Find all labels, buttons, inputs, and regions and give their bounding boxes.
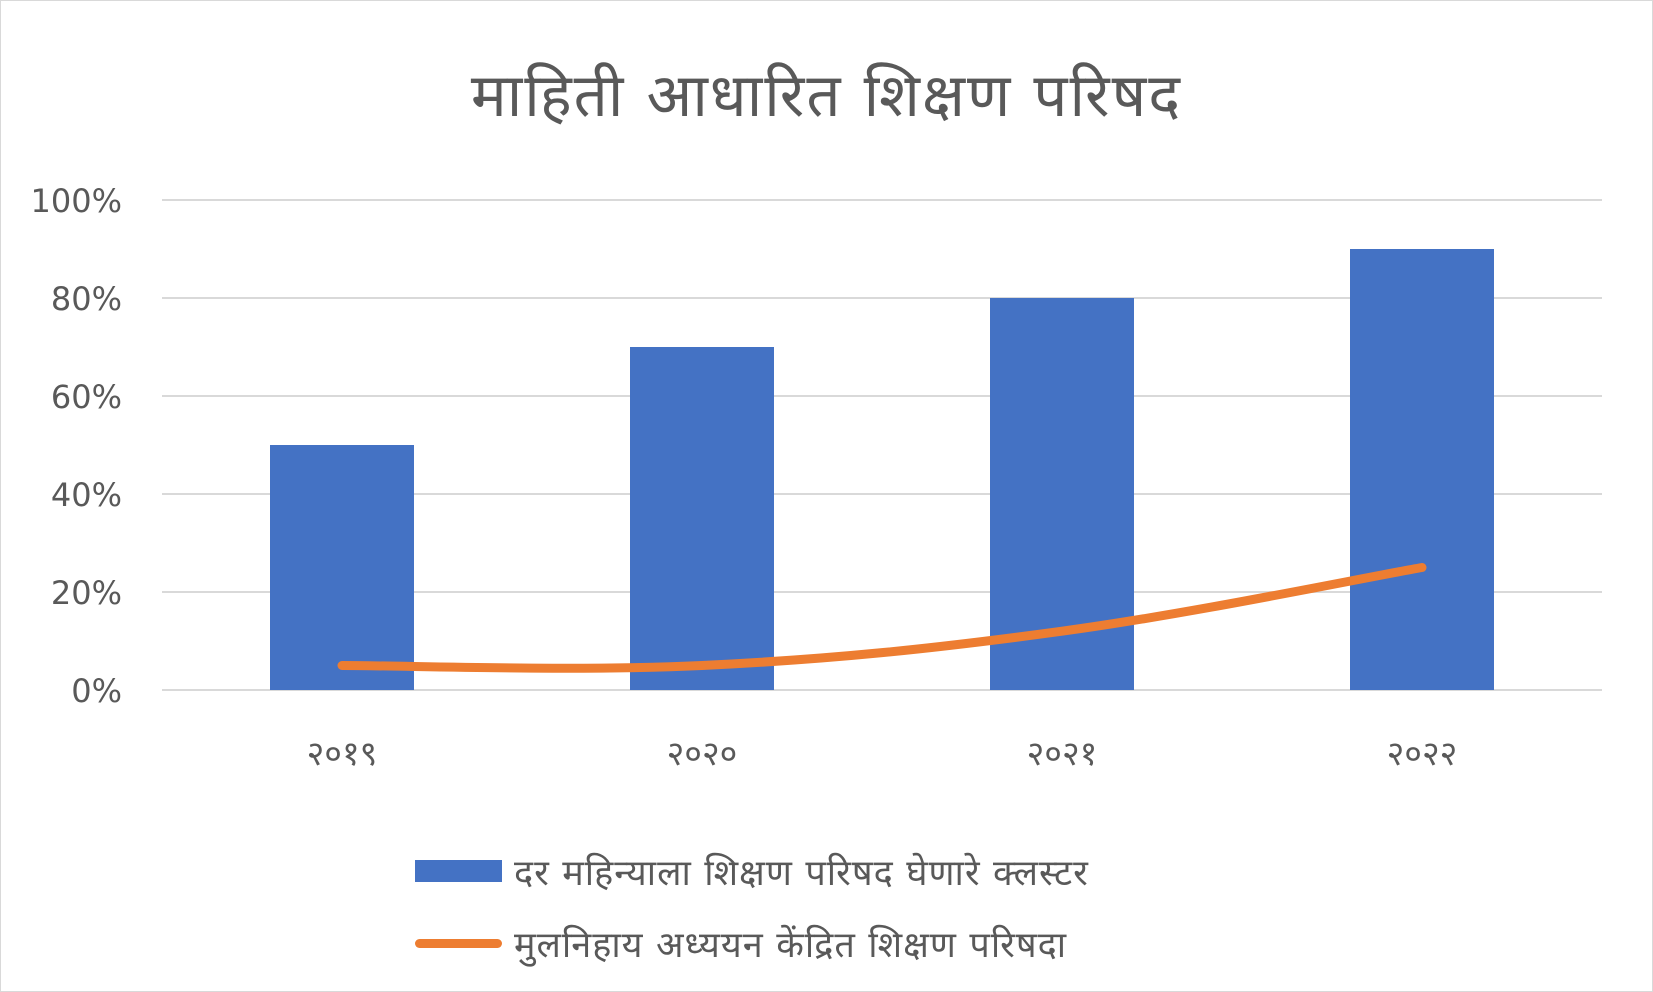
bar[interactable] [1350, 249, 1494, 690]
y-tick-label: 100% [31, 182, 122, 220]
y-tick-label: 80% [51, 280, 122, 318]
line-series-path[interactable] [337, 563, 1427, 673]
y-tick-label: 0% [71, 672, 122, 710]
legend-swatch-line [415, 938, 502, 948]
line-series [337, 563, 1427, 673]
legend-item-bar[interactable]: दर महिन्याला शिक्षण परिषद घेणारे क्लस्टर [415, 835, 1089, 907]
y-tick-labels: 0% 20% 40% 60% 80% 100% [31, 182, 122, 710]
legend-item-line[interactable]: मुलनिहाय अध्ययन केंद्रित शिक्षण परिषदा [415, 907, 1089, 979]
x-tick-label: २०२१ [1027, 734, 1098, 774]
legend: दर महिन्याला शिक्षण परिषद घेणारे क्लस्टर… [415, 835, 1089, 979]
legend-label-line: मुलनिहाय अध्ययन केंद्रित शिक्षण परिषदा [514, 924, 1068, 966]
y-tick-label: 60% [51, 378, 122, 416]
bar[interactable] [630, 347, 774, 690]
legend-swatch-bar [415, 860, 502, 882]
bar-series [270, 249, 1494, 690]
bar[interactable] [270, 445, 414, 690]
x-tick-label: २०२२ [1387, 734, 1458, 774]
legend-label-bar: दर महिन्याला शिक्षण परिषद घेणारे क्लस्टर [514, 852, 1089, 894]
y-tick-label: 20% [51, 574, 122, 612]
x-tick-label: २०१९ [307, 734, 378, 774]
x-tick-label: २०२० [667, 734, 738, 774]
y-tick-label: 40% [51, 476, 122, 514]
x-tick-labels: २०१९ २०२० २०२१ २०२२ [307, 734, 1458, 774]
chart-title: माहिती आधारित शिक्षण परिषद [470, 61, 1183, 131]
